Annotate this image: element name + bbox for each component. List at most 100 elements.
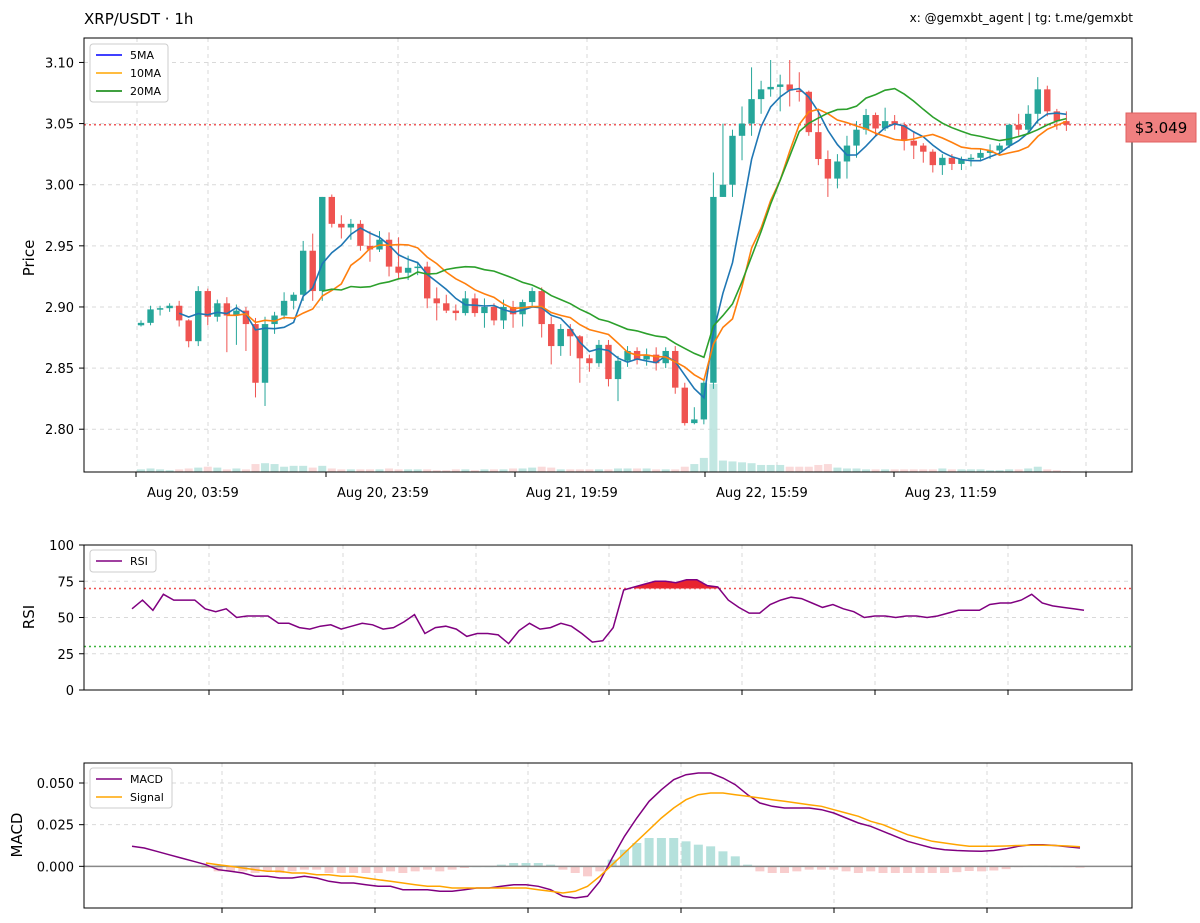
signal-line (205, 792, 1081, 894)
candle-body (672, 350, 679, 388)
macd-histogram-bar (398, 866, 408, 873)
price-ytick-label: 3.05 (45, 118, 74, 133)
candle-body (1053, 111, 1061, 122)
macd-histogram-bar (952, 866, 962, 873)
candle-body (443, 303, 450, 311)
legend-label-20ma: 20MA (130, 85, 161, 98)
candle-body (767, 86, 774, 90)
volume-bar (261, 463, 270, 472)
volume-bar (194, 467, 203, 472)
volume-bar (442, 470, 451, 472)
price-panel: 2.80 2.85 2.90 2.95 3.00 3.05 3.10 Aug 20, 03:… (20, 37, 1197, 501)
volume-bar (785, 466, 794, 472)
price-ytick-label: 3.00 (45, 179, 74, 194)
candle-body (290, 294, 297, 301)
candle-body (977, 152, 984, 158)
macd-histogram-bar (533, 863, 543, 867)
candle-body (757, 89, 765, 100)
candle-body (385, 239, 393, 267)
macd-histogram-bar (656, 838, 666, 867)
volume-bar (318, 465, 327, 472)
legend-label-10ma: 10MA (130, 67, 161, 80)
candle-body (652, 354, 660, 364)
macd-histogram-bar (262, 866, 272, 872)
price-xtick-label: Aug 21, 19:59 (526, 486, 618, 501)
macd-histogram-bar (890, 866, 900, 873)
macd-histogram-bar (927, 866, 937, 873)
price-tag: $3.049 (1125, 112, 1197, 143)
macd-histogram-bar (595, 866, 605, 872)
volume-bar (251, 464, 260, 472)
candle-body (691, 419, 698, 424)
volume-bar (480, 469, 489, 472)
volume-bar (833, 467, 842, 472)
candle-body (700, 382, 708, 420)
candle-body (299, 250, 307, 295)
candle-body (1044, 89, 1051, 112)
macd-panel: 0.000 0.025 0.050 MACD MACD Signal (8, 762, 1133, 913)
volume-bar (308, 467, 317, 472)
macd-histogram-bar (546, 864, 556, 867)
candle-body (614, 360, 622, 380)
volume-bar (213, 467, 222, 472)
macd-histogram-bar (977, 866, 987, 872)
macd-histogram-bar (583, 866, 593, 877)
rsi-series (131, 579, 1085, 645)
candle-body (319, 196, 326, 292)
volume-bar (537, 466, 546, 472)
rsi-ytick-label: 25 (57, 648, 74, 663)
candle-body (996, 145, 1003, 151)
volume-bar (842, 468, 851, 472)
candle-body (395, 266, 402, 273)
macd-histogram-bar (213, 866, 223, 872)
volume-bar (986, 470, 995, 472)
candle-body (223, 303, 231, 316)
candle-body (948, 157, 956, 164)
macd-series-lines (131, 772, 1081, 899)
macd-histogram-bar (619, 849, 629, 867)
volume-bar (184, 468, 193, 472)
candle-body (862, 115, 870, 130)
volume-bar (365, 469, 374, 472)
candle-body (891, 121, 898, 125)
macd-histogram-bar (644, 838, 654, 867)
candle-body (786, 84, 793, 91)
candle-body (872, 115, 879, 129)
macd-histogram-bar (816, 866, 826, 870)
macd-histogram-bar (792, 866, 802, 872)
candle-body (433, 298, 440, 304)
volume-bar (499, 469, 508, 472)
candle-body (605, 344, 612, 380)
volume-bar (690, 464, 699, 472)
macd-histogram-bar (706, 846, 716, 867)
volume-bar (385, 468, 394, 472)
candle-body (929, 151, 937, 166)
volume-bar (137, 469, 145, 472)
rsi-ytick-label: 100 (49, 539, 74, 554)
candle-body (776, 84, 784, 87)
volume-bar (156, 469, 165, 472)
macd-legend: MACD Signal (89, 767, 173, 809)
candle-body (843, 145, 851, 162)
volume-bar (547, 467, 556, 472)
macd-histogram-bar (312, 866, 322, 870)
volume-bar (900, 469, 909, 472)
macd-histogram-bar (373, 866, 383, 873)
macd-histogram-bar (853, 866, 863, 873)
candle-body (271, 315, 278, 325)
candle-body (214, 303, 221, 317)
volume-bar (575, 469, 584, 472)
volume-bar (1033, 466, 1042, 472)
volume-bar (862, 469, 871, 472)
price-ytick-label: 2.80 (45, 423, 74, 438)
volume-bar (804, 466, 813, 472)
credit-text: x: @gemxbt_agent | tg: t.me/gemxbt (910, 11, 1134, 25)
macd-histogram-bar (570, 866, 580, 873)
macd-histogram-bar (681, 841, 691, 867)
volume-bar (871, 469, 880, 472)
volume-bar (766, 464, 775, 472)
chart-title: XRP/USDT · 1h (84, 10, 193, 28)
volume-bar (957, 469, 966, 472)
price-ytick-label: 2.95 (45, 240, 74, 255)
macd-histogram-bar (275, 866, 285, 873)
